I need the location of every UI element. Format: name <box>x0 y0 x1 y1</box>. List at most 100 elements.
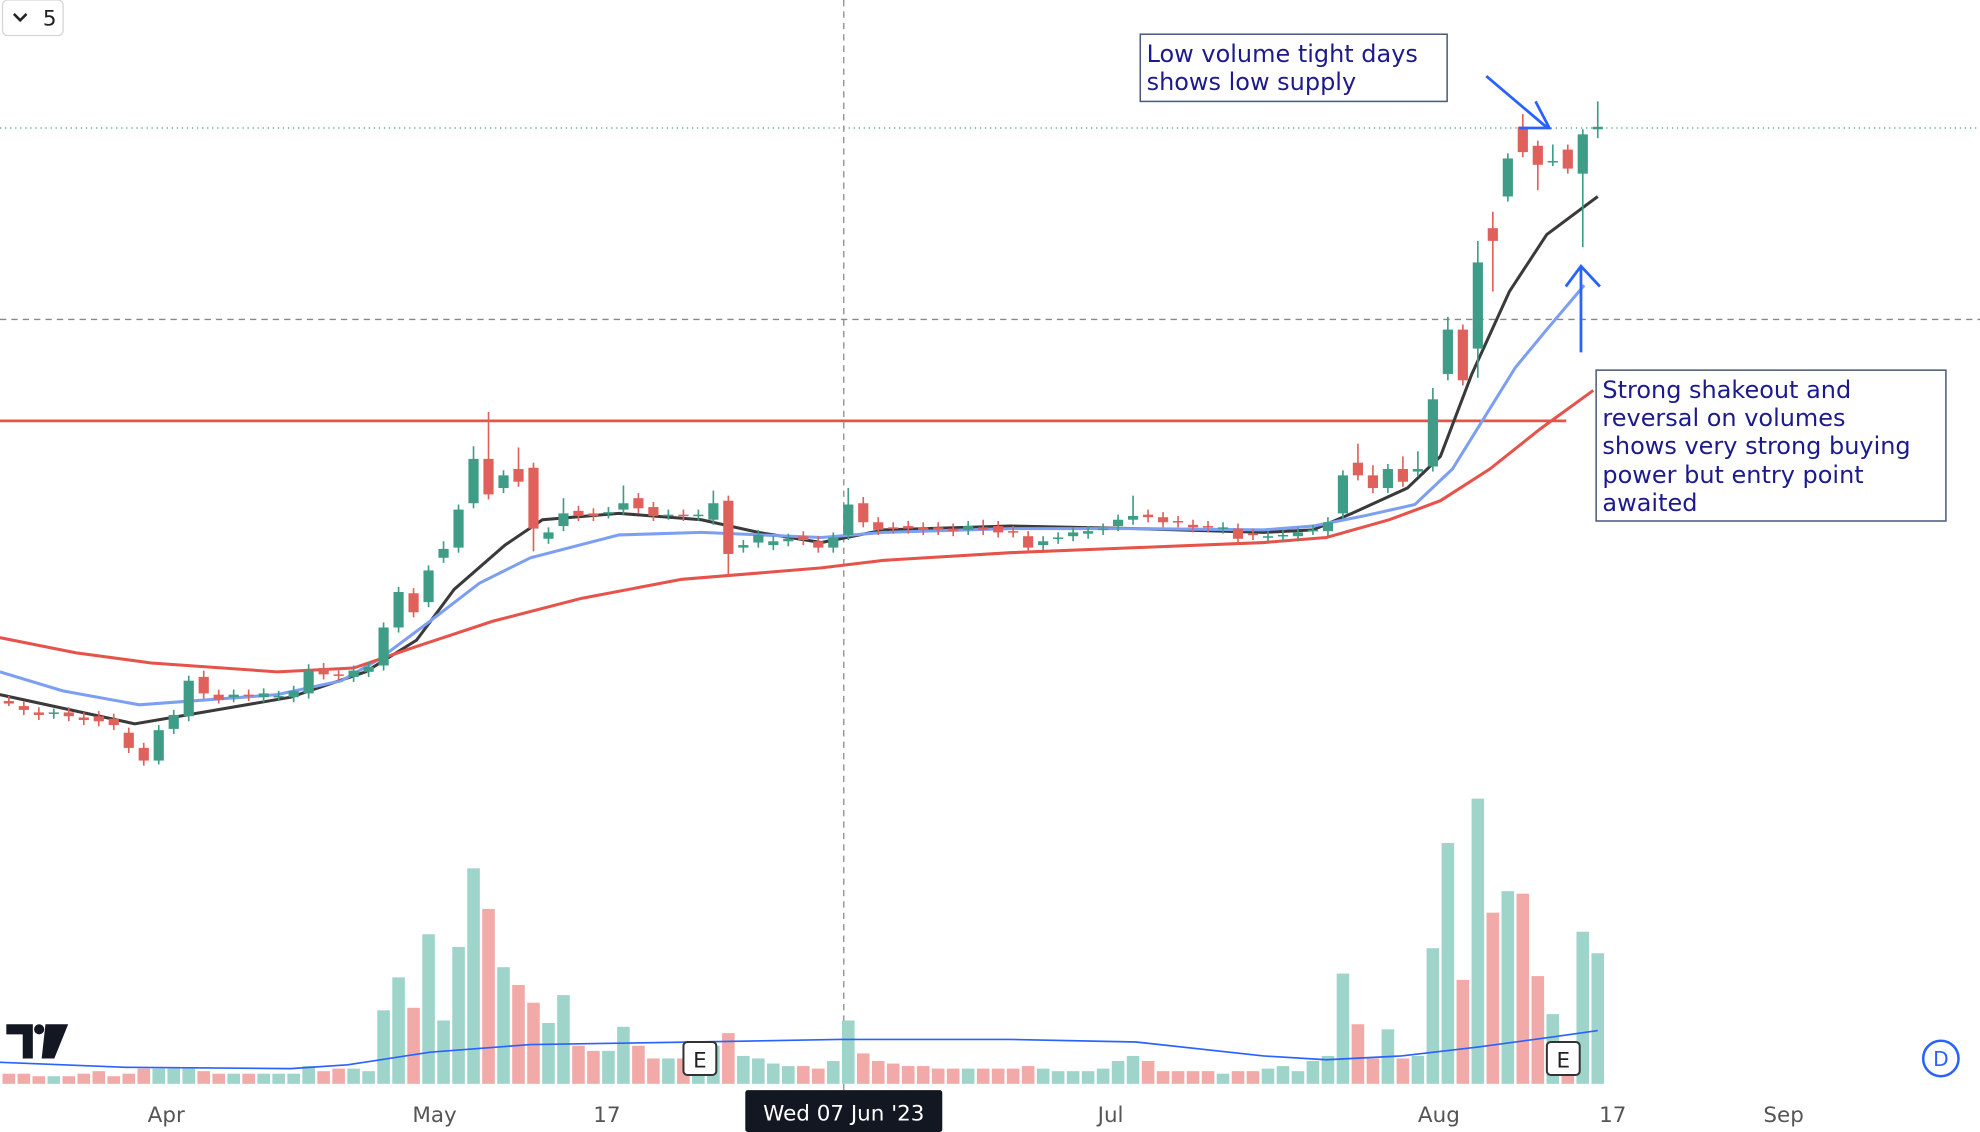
corner-button[interactable] <box>1921 1039 1960 1078</box>
volume-bar <box>182 1068 196 1084</box>
volume-bar <box>1501 891 1515 1084</box>
volume-bar <box>32 1076 46 1084</box>
volume-bar <box>1141 1061 1155 1084</box>
candle-body <box>393 591 404 628</box>
candle-body <box>303 670 314 694</box>
volume-bar <box>557 995 570 1084</box>
volume-bar <box>752 1058 765 1084</box>
volume-bar <box>811 1068 825 1084</box>
candle-body <box>348 670 359 677</box>
volume-bar <box>152 1068 166 1084</box>
x-tick-label: 17 <box>593 1103 620 1128</box>
volume-bar <box>1036 1068 1050 1084</box>
volume-bar <box>1156 1071 1170 1084</box>
candle-body <box>423 570 434 603</box>
volume-bar <box>1216 1073 1230 1084</box>
x-tick-label: Apr <box>148 1103 185 1128</box>
candle-body <box>843 504 854 535</box>
candle-body <box>1412 469 1423 472</box>
candle-body <box>1487 228 1498 241</box>
volume-bar <box>1591 953 1605 1084</box>
volume-bar <box>17 1073 31 1084</box>
candle-body <box>3 701 14 704</box>
volume-bar <box>317 1071 330 1084</box>
volume-bar <box>137 1068 151 1084</box>
volume-bar <box>1006 1068 1020 1084</box>
volume-bar <box>242 1073 255 1084</box>
volume-bar <box>782 1066 795 1084</box>
candle-body <box>378 627 389 666</box>
candle-body <box>273 695 284 698</box>
candle-body <box>678 514 689 517</box>
candle-body <box>963 526 974 530</box>
candle-body <box>948 528 959 532</box>
moving-average-line <box>0 389 1595 674</box>
volume-bar <box>871 1061 885 1084</box>
candle-body <box>1098 528 1109 531</box>
candle-body <box>663 514 674 517</box>
earnings-marker <box>1545 1040 1581 1076</box>
volume-bar <box>92 1071 106 1084</box>
volume-bar <box>77 1073 91 1084</box>
candle-body <box>723 500 734 554</box>
candle-body <box>1547 160 1558 163</box>
marks-layer <box>0 101 1605 1084</box>
dropdown-chevron <box>12 13 28 23</box>
volume-bar <box>722 1033 735 1084</box>
candle-body <box>318 668 329 675</box>
candle-body <box>603 512 614 514</box>
volume-bar <box>332 1068 345 1084</box>
candle-body <box>798 536 809 541</box>
candle-body <box>1322 522 1334 532</box>
candle-body <box>453 509 464 548</box>
volume-bar <box>1336 973 1350 1084</box>
earnings-label: E <box>1557 1048 1571 1073</box>
candle-body <box>693 514 704 517</box>
candle-body <box>588 513 599 516</box>
volume-bar <box>542 1022 555 1084</box>
candle-body <box>1337 475 1349 514</box>
candle-body <box>1023 536 1034 548</box>
candle-body <box>408 593 419 613</box>
volume-bar <box>257 1073 270 1084</box>
candle-body <box>708 503 719 520</box>
volume-bar <box>961 1068 975 1084</box>
volume-bar <box>647 1058 660 1084</box>
volume-bar <box>931 1068 945 1084</box>
candle-body <box>1577 134 1588 174</box>
volume-bar <box>437 1020 450 1084</box>
candle-body <box>1232 528 1244 539</box>
candle-body <box>738 545 749 548</box>
volume-bar <box>452 946 465 1084</box>
candle-body <box>363 666 374 672</box>
tradingview-logo <box>6 1024 69 1059</box>
candle-body <box>288 690 299 698</box>
annotation-text: Low volume tight days <box>1147 40 1418 68</box>
earnings-marker <box>682 1040 718 1076</box>
annotation-text: reversal on volumes <box>1602 404 1845 432</box>
volume-bar <box>1081 1071 1095 1084</box>
annotation-text: Strong shakeout and <box>1602 376 1851 404</box>
candle-body <box>978 527 989 530</box>
candle-body <box>93 716 104 722</box>
candle-body <box>1442 329 1453 374</box>
volume-bar <box>287 1073 300 1084</box>
annotation-text: power but entry point <box>1602 461 1863 489</box>
candle-body <box>1172 520 1184 523</box>
volume-bar <box>1456 979 1470 1084</box>
volume-bar <box>1186 1071 1200 1084</box>
volume-bar <box>662 1058 675 1084</box>
volume-bar <box>991 1068 1005 1084</box>
candle-body <box>483 458 494 495</box>
candle-body <box>123 732 134 748</box>
candle-body <box>78 717 89 721</box>
interval-dropdown[interactable] <box>1 0 64 37</box>
volume-bar <box>1351 1024 1365 1084</box>
volume-bar <box>212 1073 225 1084</box>
candle-body <box>48 712 59 714</box>
crosshair-label: Wed 07 Jun '23 <box>763 1102 924 1127</box>
volume-bar <box>886 1063 900 1084</box>
volume-bar <box>407 1007 420 1084</box>
